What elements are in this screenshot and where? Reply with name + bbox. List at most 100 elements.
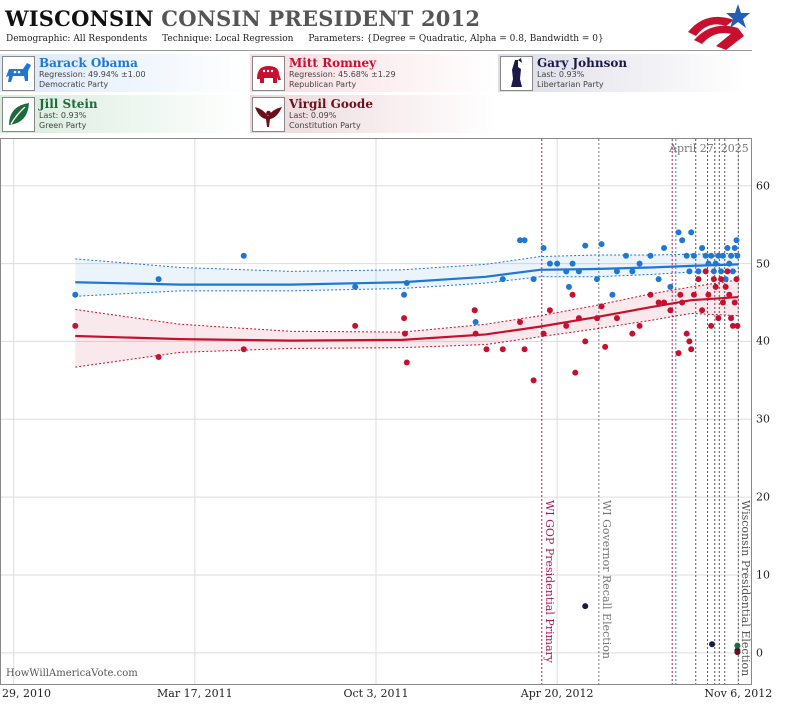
candidate-party: Republican Party bbox=[289, 80, 357, 89]
poll-point bbox=[540, 245, 547, 251]
candidate-party: Green Party bbox=[39, 121, 87, 130]
param-technique: Technique: Local Regression bbox=[162, 34, 293, 44]
poll-point bbox=[733, 276, 740, 283]
poll-point bbox=[709, 641, 716, 648]
poll-point bbox=[734, 252, 741, 259]
parameters-line: Demographic: All Respondents Technique: … bbox=[6, 34, 604, 44]
poll-point bbox=[554, 260, 561, 267]
poll-point bbox=[401, 315, 408, 322]
chart-datestamp: April 27, 2025 bbox=[669, 142, 749, 155]
poll-point bbox=[679, 237, 686, 244]
y-tick-label: 50 bbox=[756, 257, 770, 271]
candidate-card-romney[interactable]: Mitt Romney Regression: 45.68% ±1.29 Rep… bbox=[250, 54, 496, 92]
y-tick-label: 30 bbox=[756, 412, 770, 426]
poll-point bbox=[708, 322, 715, 329]
candidate-card-stein[interactable]: Jill Stein Last: 0.93% Green Party bbox=[0, 95, 246, 133]
poll-point bbox=[401, 330, 408, 337]
title-bar: WISCONSIN CONSIN PRESIDENT 2012 Demograp… bbox=[0, 0, 752, 51]
poll-point bbox=[690, 252, 697, 259]
poll-point bbox=[609, 291, 616, 298]
poll-point bbox=[546, 260, 553, 267]
poll-point bbox=[722, 283, 729, 290]
param-value: {Degree = Quadratic, Alpha = 0.8, Bandwi… bbox=[366, 34, 604, 44]
param-key: Technique: bbox=[162, 34, 213, 44]
poll-point bbox=[629, 330, 636, 337]
poll-point bbox=[683, 252, 690, 259]
poll-point bbox=[598, 241, 605, 248]
poll-point bbox=[710, 268, 717, 275]
title-race: CONSIN PRESIDENT 2012 bbox=[161, 6, 481, 31]
elephant-icon bbox=[252, 56, 285, 91]
poll-point bbox=[699, 307, 706, 314]
poll-point bbox=[483, 346, 490, 353]
poll-point bbox=[572, 369, 579, 376]
poll-point bbox=[726, 260, 733, 267]
candidate-name: Jill Stein bbox=[39, 97, 98, 111]
poll-point bbox=[719, 299, 726, 306]
confidence-lower bbox=[75, 312, 739, 368]
poll-point bbox=[602, 343, 609, 350]
event-label: Wisconsin Presidential Election bbox=[739, 500, 753, 677]
poll-point bbox=[705, 260, 712, 267]
poll-point bbox=[155, 276, 162, 283]
poll-point bbox=[352, 322, 359, 329]
poll-point bbox=[613, 268, 620, 275]
candidate-stat: Last: 0.93% bbox=[39, 111, 87, 120]
candidate-name: Gary Johnson bbox=[537, 56, 628, 70]
poll-point bbox=[683, 330, 690, 337]
poll-point bbox=[675, 229, 682, 236]
candidate-card-johnson[interactable]: Gary Johnson Last: 0.93% Libertarian Par… bbox=[498, 54, 744, 92]
poll-point bbox=[731, 299, 738, 306]
poll-point bbox=[499, 276, 506, 283]
x-tick-label: Nov 6, 2012 bbox=[704, 687, 773, 700]
candidate-name: Virgil Goode bbox=[289, 97, 373, 111]
poll-point bbox=[712, 260, 719, 267]
poll-point bbox=[521, 237, 528, 244]
poll-point bbox=[695, 276, 702, 283]
poll-point bbox=[472, 318, 479, 325]
candidate-party: Libertarian Party bbox=[537, 80, 604, 89]
y-tick-label: 20 bbox=[756, 490, 770, 504]
poll-point bbox=[540, 330, 547, 337]
candidate-card-goode[interactable]: Virgil Goode Last: 0.09% Constitution Pa… bbox=[250, 95, 496, 133]
plot-frame bbox=[0, 138, 752, 685]
poll-point bbox=[667, 283, 674, 290]
candidate-stat: Regression: 49.94% ±1.00 bbox=[39, 70, 146, 79]
poll-point bbox=[708, 252, 715, 259]
page-title: WISCONSIN CONSIN PRESIDENT 2012 bbox=[5, 6, 480, 31]
poll-point bbox=[705, 291, 712, 298]
candidate-card-obama[interactable]: Barack Obama Regression: 49.94% ±1.00 De… bbox=[0, 54, 246, 92]
poll-point bbox=[724, 268, 731, 275]
poll-point bbox=[582, 242, 589, 249]
y-tick-label: 40 bbox=[756, 334, 770, 348]
poll-point bbox=[695, 268, 702, 275]
y-tick-label: 0 bbox=[756, 646, 763, 660]
poll-point bbox=[403, 359, 410, 366]
donkey-icon bbox=[2, 56, 35, 91]
poll-point bbox=[472, 330, 479, 337]
poll-point bbox=[647, 291, 654, 298]
candidate-stat: Last: 0.09% bbox=[289, 111, 337, 120]
poll-point bbox=[623, 252, 629, 259]
poll-point bbox=[734, 649, 741, 656]
x-tick-label: Apr 20, 2012 bbox=[520, 687, 594, 700]
poll-point bbox=[636, 260, 643, 267]
poll-point bbox=[733, 237, 740, 244]
poll-point bbox=[702, 268, 709, 275]
confidence-upper bbox=[75, 252, 739, 272]
green-leaf-icon bbox=[2, 97, 35, 132]
poll-point bbox=[155, 354, 162, 360]
poll-point bbox=[517, 237, 524, 244]
poll-point bbox=[517, 318, 524, 325]
y-tick-label: 10 bbox=[756, 568, 770, 582]
event-label: WI GOP Presidential Primary bbox=[542, 500, 556, 663]
poll-point bbox=[722, 276, 729, 283]
candidate-party: Constitution Party bbox=[289, 121, 361, 130]
param-key: Demographic: bbox=[6, 34, 71, 44]
poll-point bbox=[471, 307, 478, 314]
poll-point bbox=[718, 268, 725, 275]
poll-point bbox=[521, 346, 528, 353]
poll-point bbox=[594, 315, 601, 322]
param-value: Local Regression bbox=[215, 34, 294, 44]
